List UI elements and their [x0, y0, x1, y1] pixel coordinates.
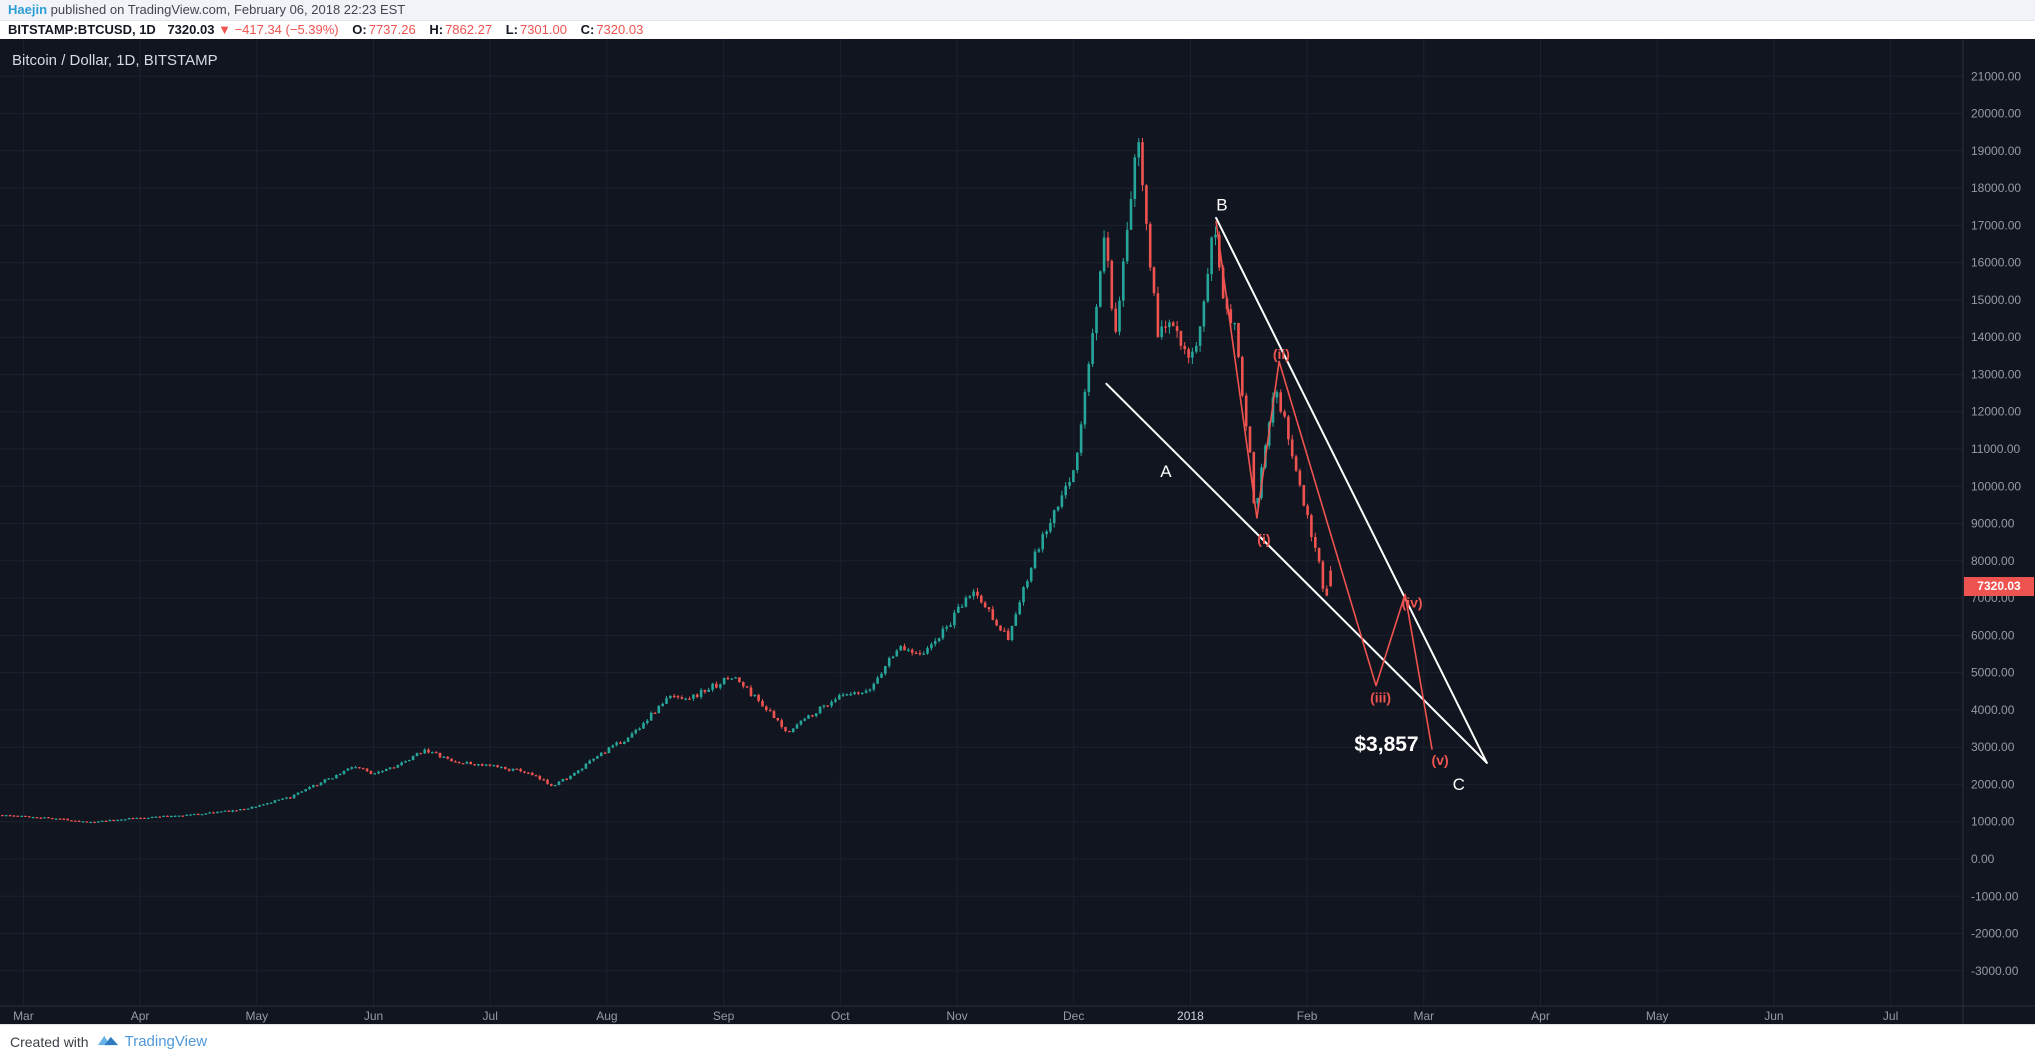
tradingview-logo-icon[interactable] — [97, 1033, 119, 1051]
last-price-badge: 7320.03 — [1964, 577, 2034, 596]
svg-text:14000.00: 14000.00 — [1971, 330, 2021, 344]
svg-text:2000.00: 2000.00 — [1971, 777, 2015, 791]
annotation-label: (ii) — [1273, 346, 1290, 362]
annotation-label: (i) — [1257, 531, 1270, 547]
attribution-bar: Haejin published on TradingView.com, Feb… — [0, 0, 2035, 21]
annotation-label: (iv) — [1402, 594, 1423, 610]
svg-text:Apr: Apr — [1531, 1009, 1550, 1023]
candles-series — [1, 137, 1332, 824]
svg-text:12000.00: 12000.00 — [1971, 405, 2021, 419]
svg-text:17000.00: 17000.00 — [1971, 218, 2021, 232]
open-value: 7737.26 — [368, 22, 416, 37]
svg-text:3000.00: 3000.00 — [1971, 740, 2015, 754]
svg-text:Sep: Sep — [713, 1009, 735, 1023]
svg-text:21000.00: 21000.00 — [1971, 69, 2021, 83]
trend-line[interactable] — [1215, 216, 1488, 764]
svg-text:18000.00: 18000.00 — [1971, 181, 2021, 195]
close-label: C: — [580, 22, 595, 37]
chart-legend[interactable]: Bitcoin / Dollar, 1D, BITSTAMP — [12, 52, 218, 69]
time-axis[interactable]: Mar Apr May Jun Jul Aug Sep Oct Nov Dec 2018 Feb Mar… — [13, 1009, 1898, 1023]
svg-text:Aug: Aug — [596, 1009, 617, 1023]
svg-text:Mar: Mar — [1413, 1009, 1434, 1023]
svg-text:May: May — [245, 1009, 268, 1023]
svg-text:13000.00: 13000.00 — [1971, 368, 2021, 382]
projection-lines — [1215, 220, 1433, 750]
svg-text:19000.00: 19000.00 — [1971, 144, 2021, 158]
annotation-label: $3,857 — [1354, 733, 1418, 756]
low-label: L: — [505, 22, 518, 37]
svg-text:10000.00: 10000.00 — [1971, 479, 2021, 493]
svg-text:Jul: Jul — [483, 1009, 498, 1023]
low-value: 7301.00 — [519, 22, 567, 37]
chart-area[interactable]: A B C (i) (ii) (iii) (iv) (v) $3,857 21000.00 2000… — [0, 39, 2035, 1024]
svg-text:Oct: Oct — [831, 1009, 850, 1023]
svg-text:Dec: Dec — [1063, 1009, 1084, 1023]
svg-text:Mar: Mar — [13, 1009, 34, 1023]
author-link[interactable]: Haejin — [8, 2, 48, 17]
grid-lines — [0, 39, 1963, 1006]
tradingview-brand-link[interactable]: TradingView — [124, 1033, 208, 1050]
high-label: H: — [429, 22, 444, 37]
annotation-label: C — [1453, 775, 1465, 794]
svg-text:Apr: Apr — [131, 1009, 150, 1023]
close-value: 7320.03 — [596, 22, 644, 37]
high-value: 7862.27 — [445, 22, 493, 37]
svg-text:Jun: Jun — [1764, 1009, 1783, 1023]
annotation-label: B — [1216, 196, 1227, 215]
annotation-label: A — [1160, 462, 1172, 481]
created-with-label: Created with — [10, 1033, 89, 1050]
svg-text:11000.00: 11000.00 — [1971, 442, 2020, 456]
svg-text:1000.00: 1000.00 — [1971, 815, 2015, 829]
price-change: −417.34 (−5.39%) — [234, 22, 339, 37]
attribution-text: published on TradingView.com, February 0… — [47, 2, 406, 17]
svg-text:-2000.00: -2000.00 — [1971, 927, 2019, 941]
svg-text:Jun: Jun — [364, 1009, 383, 1023]
svg-text:15000.00: 15000.00 — [1971, 293, 2021, 307]
svg-text:May: May — [1646, 1009, 1669, 1023]
price-down-arrow-icon: ▼ — [218, 22, 231, 37]
open-label: O: — [352, 22, 367, 37]
svg-text:8000.00: 8000.00 — [1971, 554, 2015, 568]
footer-bar: Created with TradingView — [0, 1024, 2035, 1058]
annotation-label: (iii) — [1370, 689, 1391, 705]
annotation-label: (v) — [1432, 752, 1449, 768]
wave-annotations: A B C (i) (ii) (iii) (iv) (v) $3,857 — [1160, 196, 1465, 795]
svg-text:20000.00: 20000.00 — [1971, 107, 2021, 121]
svg-text:Jul: Jul — [1883, 1009, 1898, 1023]
svg-text:Nov: Nov — [946, 1009, 967, 1023]
svg-text:16000.00: 16000.00 — [1971, 256, 2021, 270]
svg-text:-3000.00: -3000.00 — [1971, 964, 2019, 978]
svg-text:9000.00: 9000.00 — [1971, 517, 2015, 531]
svg-text:0.00: 0.00 — [1971, 852, 1995, 866]
symbol-bar: BITSTAMP:BTCUSD, 1D 7320.03 ▼ −417.34 (−… — [0, 21, 2035, 39]
svg-text:-1000.00: -1000.00 — [1971, 889, 2019, 903]
svg-text:2018: 2018 — [1177, 1009, 1204, 1023]
svg-text:5000.00: 5000.00 — [1971, 666, 2015, 680]
projection-line[interactable] — [1215, 220, 1433, 750]
chart-canvas[interactable]: A B C (i) (ii) (iii) (iv) (v) $3,857 21000.00 2000… — [0, 39, 2035, 1024]
svg-text:4000.00: 4000.00 — [1971, 703, 2015, 717]
svg-text:Feb: Feb — [1297, 1009, 1318, 1023]
svg-text:6000.00: 6000.00 — [1971, 628, 2015, 642]
symbol-name[interactable]: BITSTAMP:BTCUSD, 1D — [8, 22, 156, 37]
price-axis[interactable]: 21000.00 20000.00 19000.00 18000.00 17000.00… — [1971, 69, 2021, 978]
last-price: 7320.03 — [167, 22, 215, 37]
